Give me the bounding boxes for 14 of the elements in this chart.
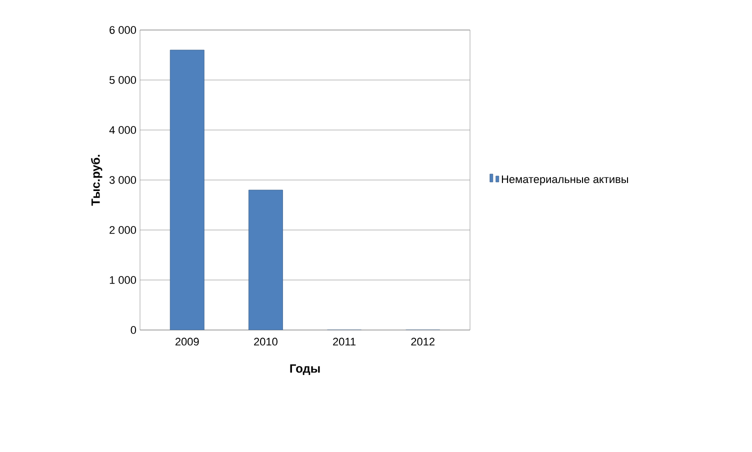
y-tick-label: 6 000 bbox=[110, 26, 136, 34]
y-tick-label: 0 bbox=[130, 326, 136, 334]
x-axis-title: Годы bbox=[290, 364, 320, 375]
legend-label: Нематериальные активы bbox=[502, 175, 628, 186]
x-tick-label: 2009 bbox=[176, 338, 199, 346]
y-tick-label: 4 000 bbox=[109, 126, 136, 134]
y-tick-label: 5 000 bbox=[109, 76, 136, 84]
x-tick-label: 2010 bbox=[254, 338, 278, 346]
x-tick-label: 2012 bbox=[411, 338, 434, 346]
y-tick-label: 3 000 bbox=[109, 176, 136, 184]
y-tick-label: 1 000 bbox=[110, 276, 136, 284]
x-tick-label: 2011 bbox=[333, 338, 356, 346]
y-tick-label: 2 000 bbox=[110, 226, 136, 234]
y-axis-title: Тыс.руб. bbox=[90, 154, 102, 206]
